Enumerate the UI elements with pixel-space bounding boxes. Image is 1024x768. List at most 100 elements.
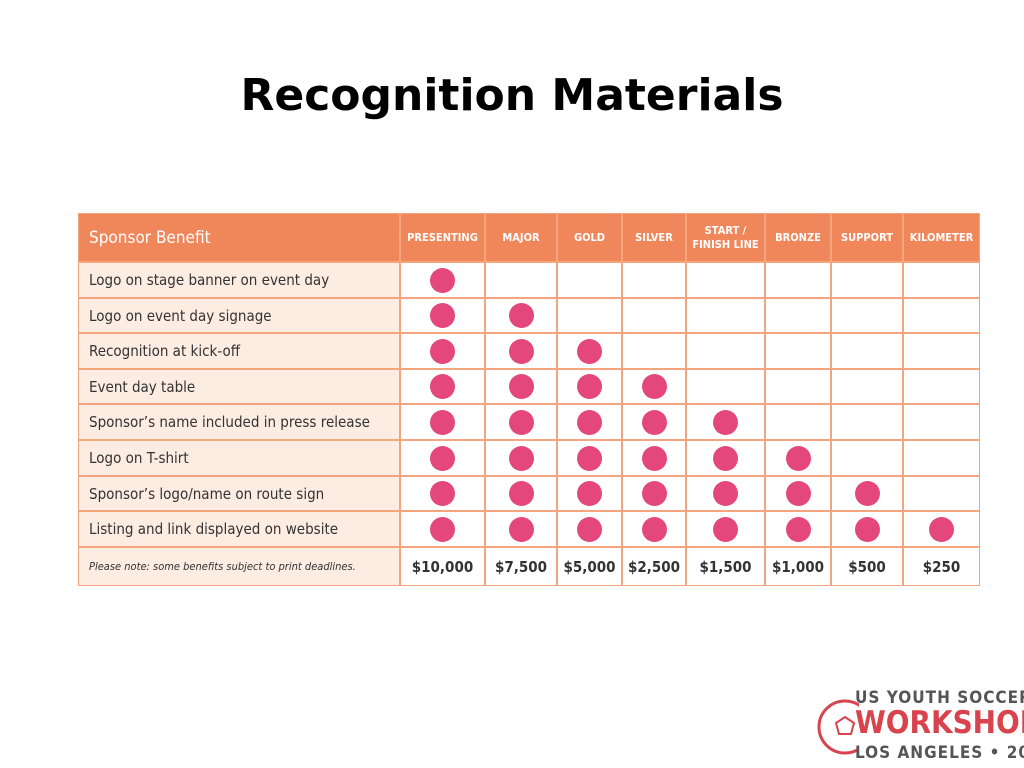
benefit-label: Recognition at kick-off — [79, 334, 399, 368]
benefit-dot — [508, 303, 534, 328]
table-cell — [558, 263, 621, 297]
logo-line: WORKSHOP — [855, 705, 1024, 741]
table-cell — [623, 263, 685, 297]
column-header: PRESENTING — [401, 214, 484, 261]
benefit-dot — [641, 445, 667, 471]
table-cell — [401, 299, 484, 332]
benefit-dot — [577, 481, 602, 506]
table-cell — [486, 477, 556, 510]
benefit-dot — [508, 445, 534, 471]
table-cell — [766, 370, 830, 403]
benefit-dot — [577, 338, 602, 364]
table-cell — [401, 477, 484, 510]
table-cell — [623, 512, 685, 546]
table-cell — [904, 477, 979, 510]
table-cell — [832, 263, 902, 297]
benefit-dot — [713, 409, 738, 435]
benefit-dot — [713, 516, 738, 542]
benefit-dot — [430, 374, 455, 399]
table-cell — [687, 334, 764, 368]
slide-title: Recognition Materials — [240, 70, 784, 121]
benefit-table: Sponsor Benefit PRESENTING MAJOR GOLD SILVER… — [78, 213, 980, 586]
price: $10,000 — [401, 548, 484, 585]
benefit-dot — [508, 481, 534, 506]
table-cell — [832, 477, 902, 510]
benefit-dot — [641, 481, 667, 506]
table-cell — [687, 299, 764, 332]
column-header: BRONZE — [766, 214, 830, 261]
benefit-dot — [854, 481, 880, 506]
table-cell — [832, 512, 902, 546]
benefit-dot — [641, 409, 667, 435]
table-cell — [687, 441, 764, 475]
benefit-label: Logo on event day signage — [79, 299, 399, 332]
table-cell — [486, 334, 556, 368]
column-header: SILVER — [623, 214, 685, 261]
price: $7,500 — [486, 548, 556, 585]
table-cell — [623, 477, 685, 510]
table-cell — [766, 477, 830, 510]
benefit-dot — [577, 516, 602, 542]
benefit-label: Logo on stage banner on event day — [79, 263, 399, 297]
logo-line: US YOUTH SOCCER — [855, 688, 1024, 708]
table-cell — [486, 441, 556, 475]
table-cell — [401, 334, 484, 368]
table-cell — [486, 263, 556, 297]
benefit-dot — [508, 338, 534, 364]
table-cell — [558, 477, 621, 510]
table-cell — [486, 405, 556, 439]
table-cell — [904, 334, 979, 368]
table-cell — [904, 263, 979, 297]
table-cell — [904, 370, 979, 403]
table-cell — [558, 334, 621, 368]
benefit-dot — [508, 409, 534, 435]
table-cell — [623, 334, 685, 368]
logo: US YOUTH SOCCER WORKSHOP LOS ANGELES • 2… — [815, 685, 1024, 768]
benefit-dot — [430, 338, 455, 364]
benefit-label: Event day table — [79, 370, 399, 403]
benefit-dot — [785, 481, 811, 506]
price: $1,500 — [687, 548, 764, 585]
benefit-label: Sponsor’s name included in press release — [79, 405, 399, 439]
benefit-dot — [785, 516, 811, 542]
benefit-dot — [430, 445, 455, 471]
benefit-label: Sponsor’s logo/name on route sign — [79, 477, 399, 510]
table-cell — [904, 441, 979, 475]
table-cell — [558, 441, 621, 475]
benefit-dot — [713, 481, 738, 506]
price: $250 — [904, 548, 979, 585]
table-cell — [904, 512, 979, 546]
price: $500 — [832, 548, 902, 585]
benefit-dot — [577, 409, 602, 435]
table-cell — [832, 405, 902, 439]
column-header: Sponsor Benefit — [79, 214, 399, 261]
benefit-dot — [641, 374, 667, 399]
benefit-dot — [430, 409, 455, 435]
table-cell — [401, 441, 484, 475]
table-cell — [904, 405, 979, 439]
table-cell — [832, 299, 902, 332]
benefit-dot — [430, 481, 455, 506]
benefit-dot — [430, 267, 455, 293]
table-cell — [623, 299, 685, 332]
column-header: GOLD — [558, 214, 621, 261]
table-cell — [486, 299, 556, 332]
logo-line: LOS ANGELES • 2017 — [855, 743, 1024, 763]
column-header: START / FINISH LINE — [687, 214, 764, 261]
table-cell — [687, 512, 764, 546]
table-cell — [687, 370, 764, 403]
table-cell — [766, 263, 830, 297]
column-header: SUPPORT — [832, 214, 902, 261]
footer-note: Please note: some benefits subject to pr… — [79, 548, 399, 585]
table-cell — [558, 512, 621, 546]
table-cell — [623, 441, 685, 475]
benefit-dot — [577, 445, 602, 471]
table-cell — [687, 405, 764, 439]
table-cell — [401, 263, 484, 297]
benefit-dot — [641, 516, 667, 542]
benefit-dot — [577, 374, 602, 399]
column-header: KILOMETER — [904, 214, 979, 261]
column-header: MAJOR — [486, 214, 556, 261]
table-cell — [766, 405, 830, 439]
